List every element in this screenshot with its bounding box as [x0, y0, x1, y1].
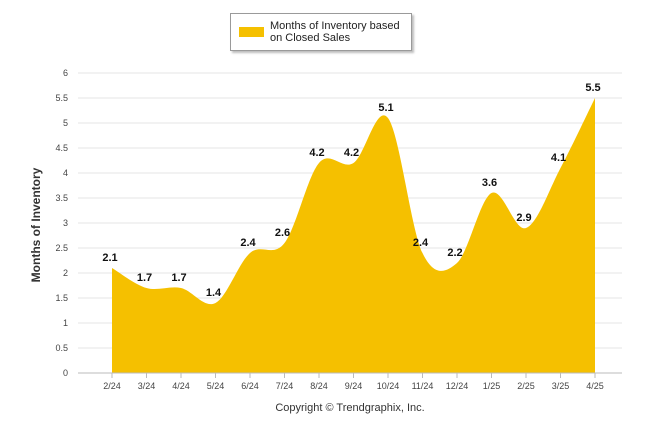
- x-tick-label: 2/24: [103, 381, 121, 391]
- data-label: 1.7: [171, 272, 186, 284]
- y-tick-label: 5: [63, 118, 68, 128]
- data-label: 1.4: [206, 287, 222, 299]
- x-tick-label: 9/24: [345, 381, 363, 391]
- series-area: [112, 98, 595, 373]
- x-tick-label: 8/24: [310, 381, 328, 391]
- y-tick-label: 3.5: [55, 193, 68, 203]
- data-label: 4.2: [344, 147, 359, 159]
- y-tick-label: 5.5: [55, 93, 68, 103]
- copyright-credit: Copyright © Trendgraphix, Inc.: [275, 402, 425, 414]
- x-tick-label: 4/25: [586, 381, 604, 391]
- y-axis-title: Months of Inventory: [29, 167, 43, 283]
- x-tick-label: 10/24: [377, 381, 400, 391]
- data-label: 2.2: [447, 247, 462, 259]
- x-tick-label: 12/24: [446, 381, 469, 391]
- x-tick-label: 7/24: [276, 381, 294, 391]
- y-tick-label: 4: [63, 168, 68, 178]
- legend: Months of Inventory based on Closed Sale…: [230, 13, 412, 51]
- data-label: 2.9: [516, 212, 531, 224]
- x-axis: 2/24 3/24 4/24 5/24 6/24 7/24 8/24 9/24 10/24 11/…: [78, 372, 622, 391]
- data-labels: 2.1 1.7 1.7 1.4 2.4 2.6 4.2 4.2 5.1 2.4 2.2 3.6 2.9 4…: [102, 82, 600, 299]
- data-label: 2.4: [240, 237, 256, 249]
- y-tick-label: 0: [63, 368, 68, 378]
- x-tick-label: 3/25: [552, 381, 570, 391]
- x-tick-label: 6/24: [241, 381, 259, 391]
- data-label: 2.1: [102, 252, 117, 264]
- data-label: 5.1: [378, 102, 393, 114]
- x-tick-label: 11/24: [412, 381, 434, 391]
- data-label: 2.6: [275, 227, 290, 239]
- legend-swatch: [239, 27, 264, 37]
- y-tick-label: 3: [63, 218, 68, 228]
- data-label: 2.4: [413, 237, 429, 249]
- data-label: 5.5: [585, 82, 600, 94]
- data-label: 1.7: [137, 272, 152, 284]
- x-tick-label: 5/24: [207, 381, 225, 391]
- y-tick-label: 2.5: [55, 243, 68, 253]
- data-area: [112, 98, 595, 373]
- y-tick-label: 2: [63, 268, 68, 278]
- x-tick-label: 2/25: [517, 381, 535, 391]
- y-tick-label: 4.5: [55, 143, 68, 153]
- y-tick-label: 0.5: [55, 343, 68, 353]
- x-tick-label: 3/24: [138, 381, 156, 391]
- x-tick-label: 4/24: [172, 381, 190, 391]
- data-label: 4.1: [551, 152, 566, 164]
- legend-label: Months of Inventory based on Closed Sale…: [270, 20, 400, 44]
- y-tick-label: 6: [63, 68, 68, 78]
- y-tick-label: 1.5: [55, 293, 68, 303]
- data-label: 4.2: [309, 147, 324, 159]
- y-tick-label: 1: [63, 318, 68, 328]
- x-tick-label: 1/25: [483, 381, 501, 391]
- data-label: 3.6: [482, 177, 497, 189]
- y-axis: 0 0.5 1 1.5 2 2.5 3 3.5 4 4.5 5 5.5 6: [55, 68, 68, 378]
